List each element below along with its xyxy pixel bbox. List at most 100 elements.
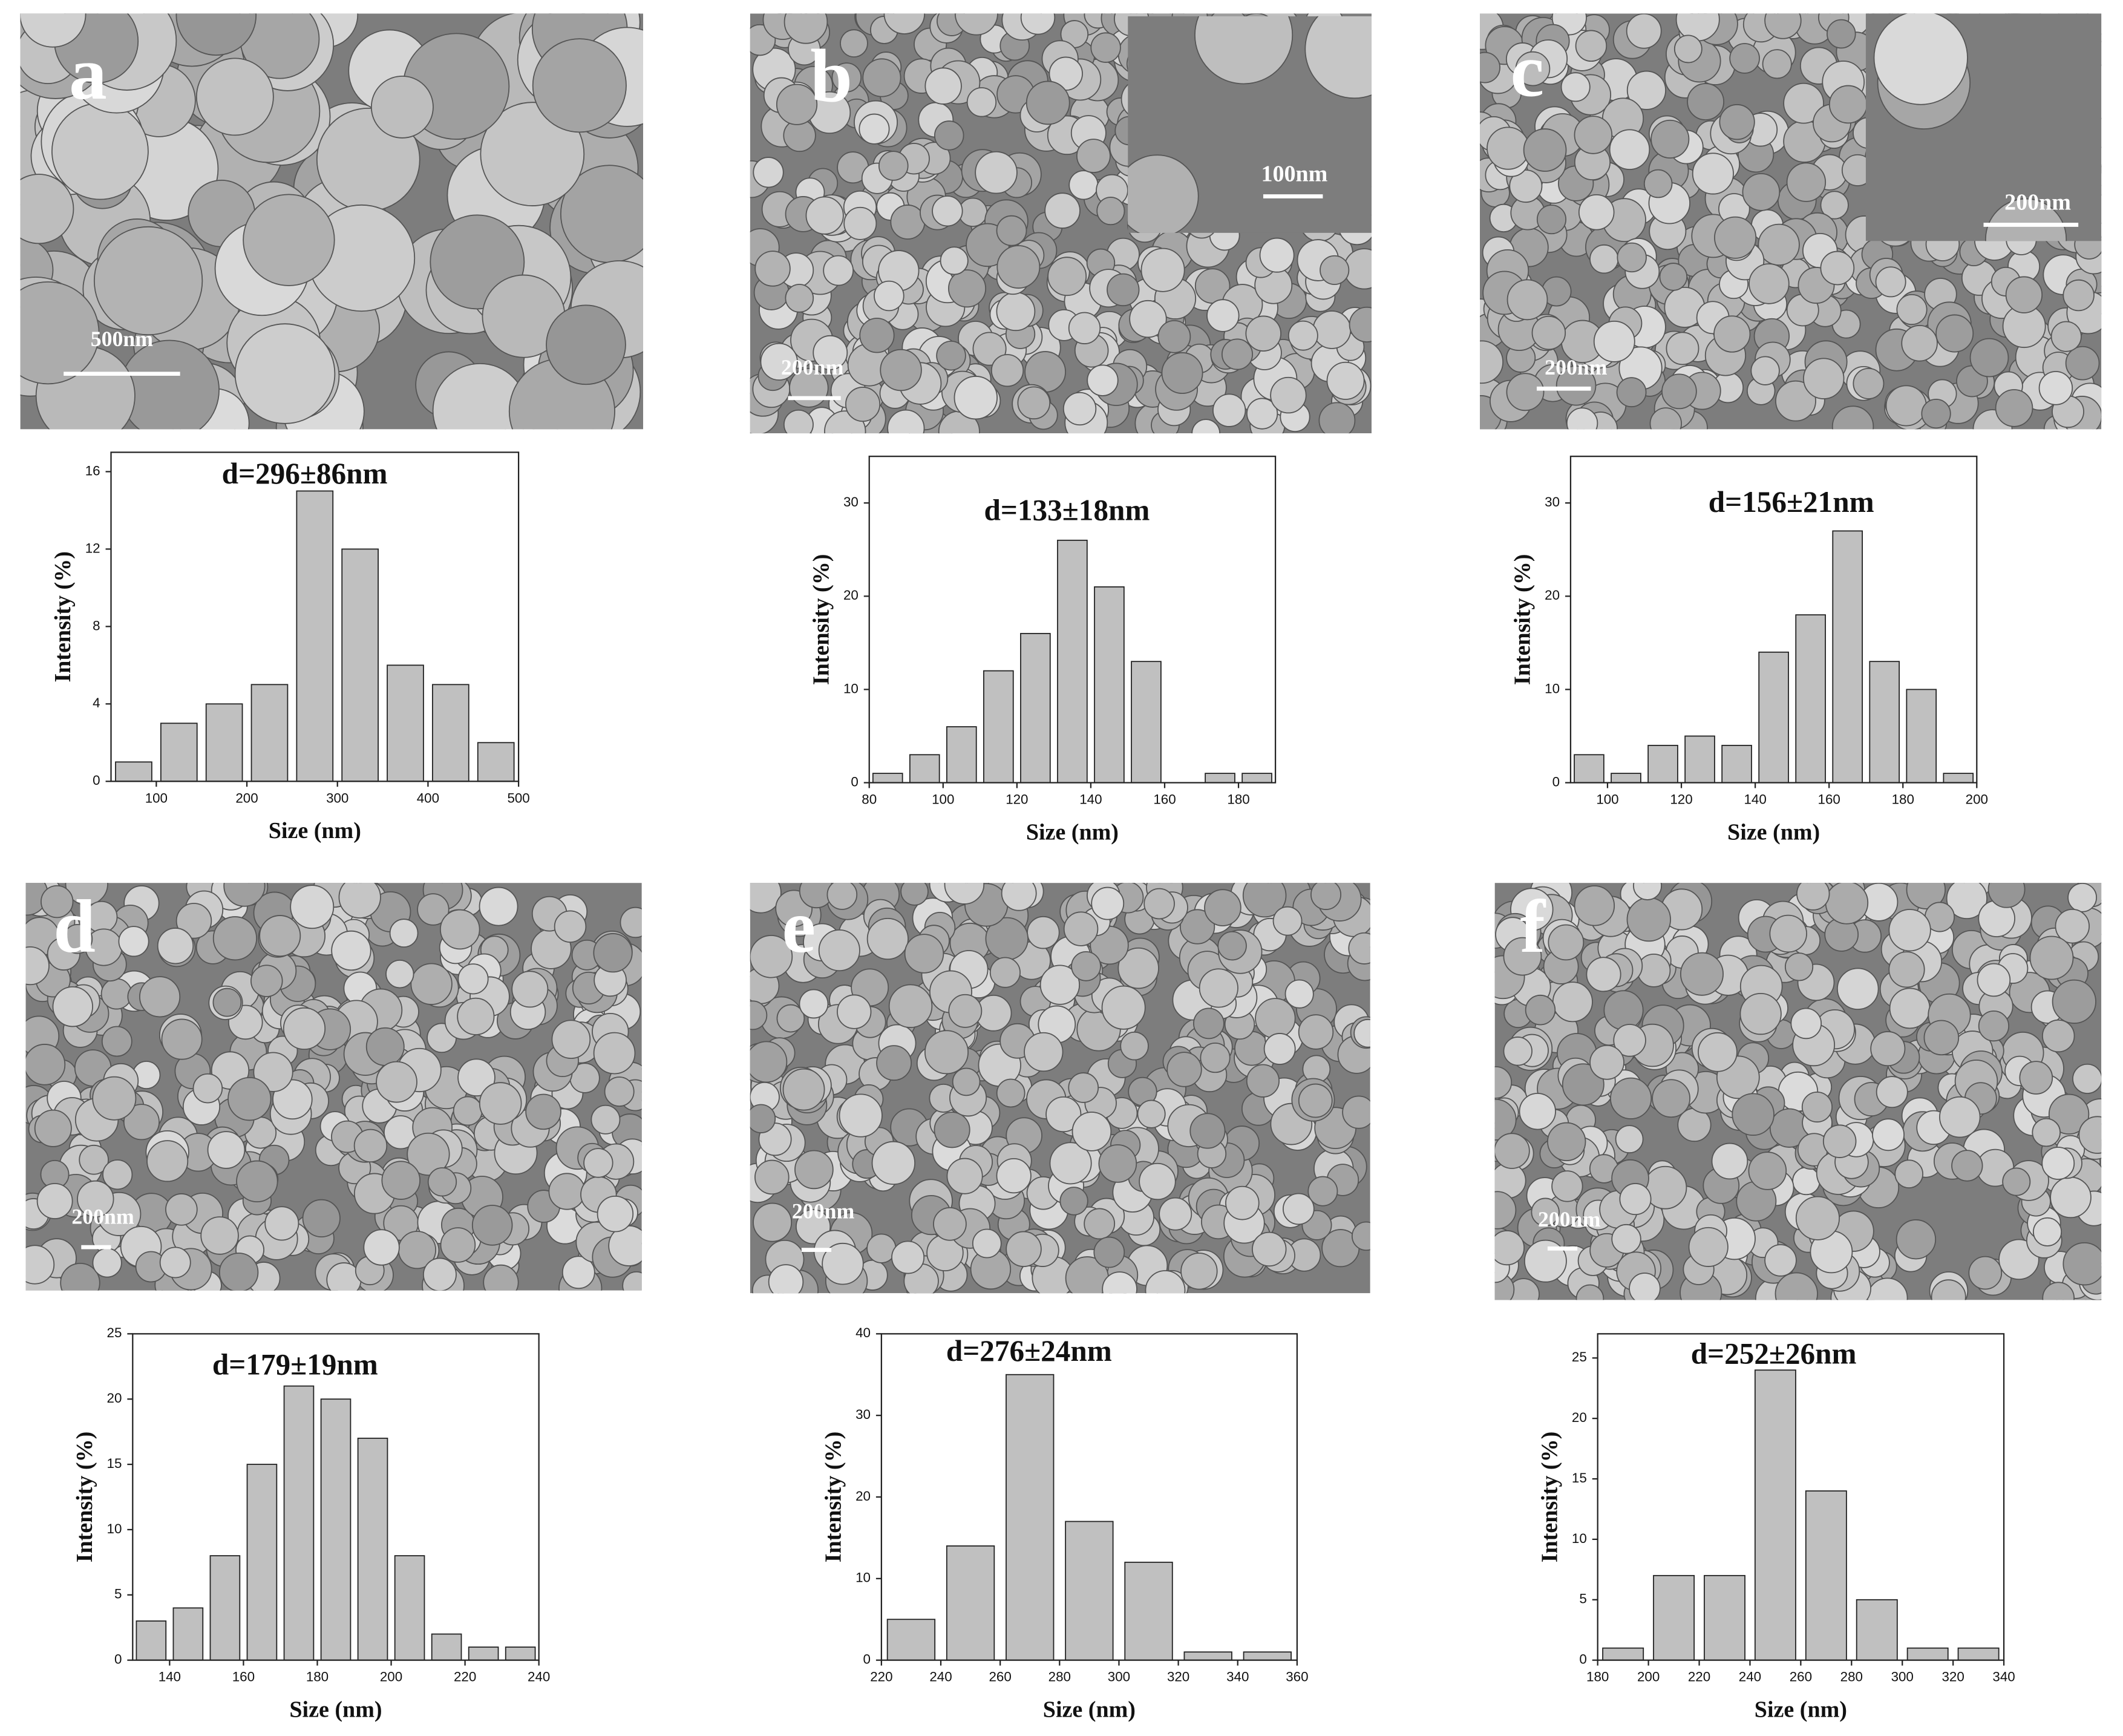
particle (34, 1109, 72, 1147)
particle (1024, 1032, 1064, 1072)
plot-frame (868, 456, 1277, 784)
panel-letter: e (782, 885, 816, 969)
x-tick-label: 160 (232, 1669, 255, 1685)
y-tick-label: 10 (1572, 1531, 1587, 1546)
y-axis-label: Intensity (%) (72, 1432, 97, 1563)
particle (36, 1183, 73, 1219)
particle (1494, 1230, 1525, 1266)
particle (818, 929, 860, 972)
particle (823, 255, 854, 286)
particle (783, 13, 828, 44)
scale-label: 200nm (781, 355, 844, 379)
particle (604, 1076, 635, 1107)
x-tick-label: 180 (1892, 792, 1914, 807)
particle (1775, 380, 1816, 422)
particle (1189, 1113, 1226, 1149)
bar (357, 1438, 388, 1661)
particle (1750, 356, 1780, 385)
particle (1090, 32, 1121, 63)
particle (1825, 883, 1869, 925)
particle (417, 893, 450, 926)
particle (593, 1032, 636, 1075)
particle (1764, 1244, 1797, 1277)
particle (1326, 361, 1365, 400)
particle (954, 13, 998, 36)
chart-title: d=296±86nm (222, 457, 388, 490)
particle (887, 409, 925, 434)
sem-content (20, 13, 643, 430)
particle (753, 1202, 793, 1242)
bar (1704, 1574, 1745, 1661)
x-tick-label: 240 (1739, 1669, 1761, 1685)
particle (843, 206, 877, 240)
particle (1762, 49, 1792, 79)
particle (92, 1076, 137, 1121)
particle (753, 157, 784, 188)
particle (1968, 1256, 2003, 1290)
bar (946, 1545, 995, 1661)
particle (410, 963, 453, 1005)
particle (1180, 1253, 1218, 1290)
particle (1272, 906, 1303, 936)
bar (250, 684, 289, 782)
particle (996, 1158, 1032, 1194)
particle (845, 387, 881, 422)
y-tick-label: 10 (1545, 681, 1560, 696)
particle (1068, 312, 1101, 344)
particle (2062, 279, 2095, 312)
bar (983, 670, 1014, 784)
particle (1494, 1099, 1517, 1141)
particle (1575, 1284, 1605, 1300)
scale-label: 200nm (71, 1204, 134, 1228)
particle (1801, 1091, 1833, 1123)
particle (250, 965, 283, 997)
particle (1166, 1052, 1202, 1087)
particle (1896, 1219, 1937, 1260)
particle (799, 989, 829, 1019)
bar (1205, 773, 1235, 784)
particle (2019, 1061, 2053, 1095)
bar (1856, 1599, 1898, 1661)
particle (1098, 1144, 1137, 1183)
x-tick-label: 100 (145, 790, 168, 805)
particle (880, 349, 922, 391)
particle (2042, 1282, 2075, 1300)
y-tick-label: 15 (107, 1456, 122, 1471)
x-tick-label: 140 (1079, 792, 1102, 807)
bar (209, 1555, 241, 1661)
particle (2032, 1217, 2062, 1246)
particle (2050, 1176, 2092, 1219)
particle (146, 1140, 189, 1182)
y-tick-label: 20 (1572, 1410, 1587, 1425)
particle (1626, 897, 1671, 942)
particle (1194, 16, 1294, 85)
particle (989, 957, 1021, 988)
particle (101, 1026, 132, 1057)
particle (900, 883, 929, 906)
particle (227, 1076, 272, 1121)
particle (1853, 368, 1885, 399)
particle (1506, 279, 1548, 321)
particle (1199, 968, 1238, 1008)
particle (1680, 952, 1724, 996)
bar (1647, 744, 1678, 784)
bar (1957, 1647, 2000, 1661)
y-tick-label: 30 (843, 494, 859, 509)
particle (25, 1245, 55, 1285)
particle (1661, 373, 1697, 410)
particle (1204, 889, 1241, 926)
particle (1006, 1231, 1042, 1268)
particle (1659, 263, 1688, 291)
particle (1221, 338, 1253, 370)
particle (1626, 13, 1662, 49)
x-tick-label: 300 (326, 790, 348, 805)
particle (805, 196, 844, 235)
bar (1124, 1561, 1173, 1661)
y-tick-label: 0 (863, 1652, 871, 1667)
bar (1183, 1651, 1232, 1661)
particle (1611, 1223, 1641, 1254)
x-tick-label: 160 (1153, 792, 1176, 807)
particle (1889, 988, 1931, 1029)
particle (161, 1018, 203, 1060)
particle (1888, 909, 1931, 952)
